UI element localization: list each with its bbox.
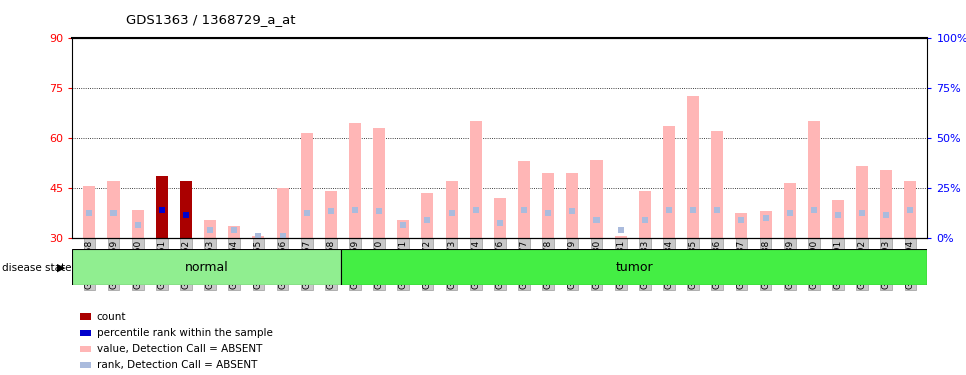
Bar [738, 217, 745, 223]
Text: tumor: tumor [615, 261, 653, 274]
Bar [735, 213, 748, 238]
Bar [86, 210, 93, 216]
Bar [325, 191, 337, 238]
Bar [180, 181, 192, 238]
Bar [469, 121, 482, 238]
Text: disease state: disease state [2, 263, 71, 273]
Bar [80, 330, 91, 336]
Bar [327, 209, 334, 214]
Bar [424, 217, 431, 223]
Bar [494, 198, 506, 238]
Bar [448, 210, 455, 216]
Bar [590, 159, 603, 238]
Bar [639, 191, 651, 238]
Bar [666, 207, 672, 213]
Text: normal: normal [185, 261, 229, 274]
Bar [593, 217, 600, 223]
Bar [72, 249, 341, 285]
Bar [397, 220, 410, 238]
Bar [641, 217, 648, 223]
Bar [231, 227, 238, 233]
Bar [545, 210, 552, 216]
Bar [569, 209, 576, 214]
Bar [617, 227, 624, 233]
Bar [204, 220, 216, 238]
Bar [110, 210, 117, 216]
Bar [810, 207, 817, 213]
Bar [907, 207, 914, 213]
Bar [783, 183, 796, 238]
Bar [542, 173, 554, 238]
Bar [663, 126, 675, 238]
Bar [131, 210, 144, 238]
Bar [904, 181, 917, 238]
Bar [83, 186, 96, 238]
Bar [856, 166, 868, 238]
Bar [518, 161, 530, 238]
Bar [255, 234, 262, 240]
Bar [566, 173, 579, 238]
Bar [341, 249, 927, 285]
Bar [445, 181, 458, 238]
Text: percentile rank within the sample: percentile rank within the sample [97, 328, 272, 338]
Bar [808, 121, 820, 238]
Bar [883, 212, 890, 218]
Bar [373, 128, 385, 238]
Bar [832, 200, 844, 238]
Bar [614, 237, 627, 238]
Bar [472, 207, 479, 213]
Bar [156, 176, 168, 238]
Bar [207, 227, 213, 233]
Text: GDS1363 / 1368729_a_at: GDS1363 / 1368729_a_at [126, 13, 295, 26]
Text: ▶: ▶ [57, 263, 66, 273]
Bar [183, 212, 189, 218]
Bar [228, 226, 241, 238]
Bar [521, 207, 527, 213]
Bar [835, 212, 841, 218]
Bar [107, 181, 120, 238]
Bar [711, 131, 724, 238]
Bar [690, 207, 696, 213]
Bar [352, 207, 358, 213]
Bar [252, 237, 265, 238]
Bar [300, 133, 313, 238]
Bar [376, 209, 383, 214]
Bar [687, 96, 699, 238]
Text: rank, Detection Call = ABSENT: rank, Detection Call = ABSENT [97, 360, 257, 370]
Bar [859, 210, 866, 216]
Bar [349, 123, 361, 238]
Bar [276, 188, 289, 238]
Bar [80, 362, 91, 368]
Bar [400, 222, 407, 228]
Bar [421, 193, 434, 238]
Bar [714, 207, 721, 213]
Bar [303, 210, 310, 216]
Bar [158, 207, 165, 213]
Bar [762, 215, 769, 221]
Bar [80, 346, 91, 352]
Text: count: count [97, 312, 127, 322]
Bar [279, 234, 286, 240]
Bar [134, 222, 141, 228]
Bar [759, 211, 772, 238]
Bar [497, 220, 503, 226]
Bar [80, 314, 91, 320]
Bar [880, 170, 893, 238]
Bar [786, 210, 793, 216]
Text: value, Detection Call = ABSENT: value, Detection Call = ABSENT [97, 344, 262, 354]
